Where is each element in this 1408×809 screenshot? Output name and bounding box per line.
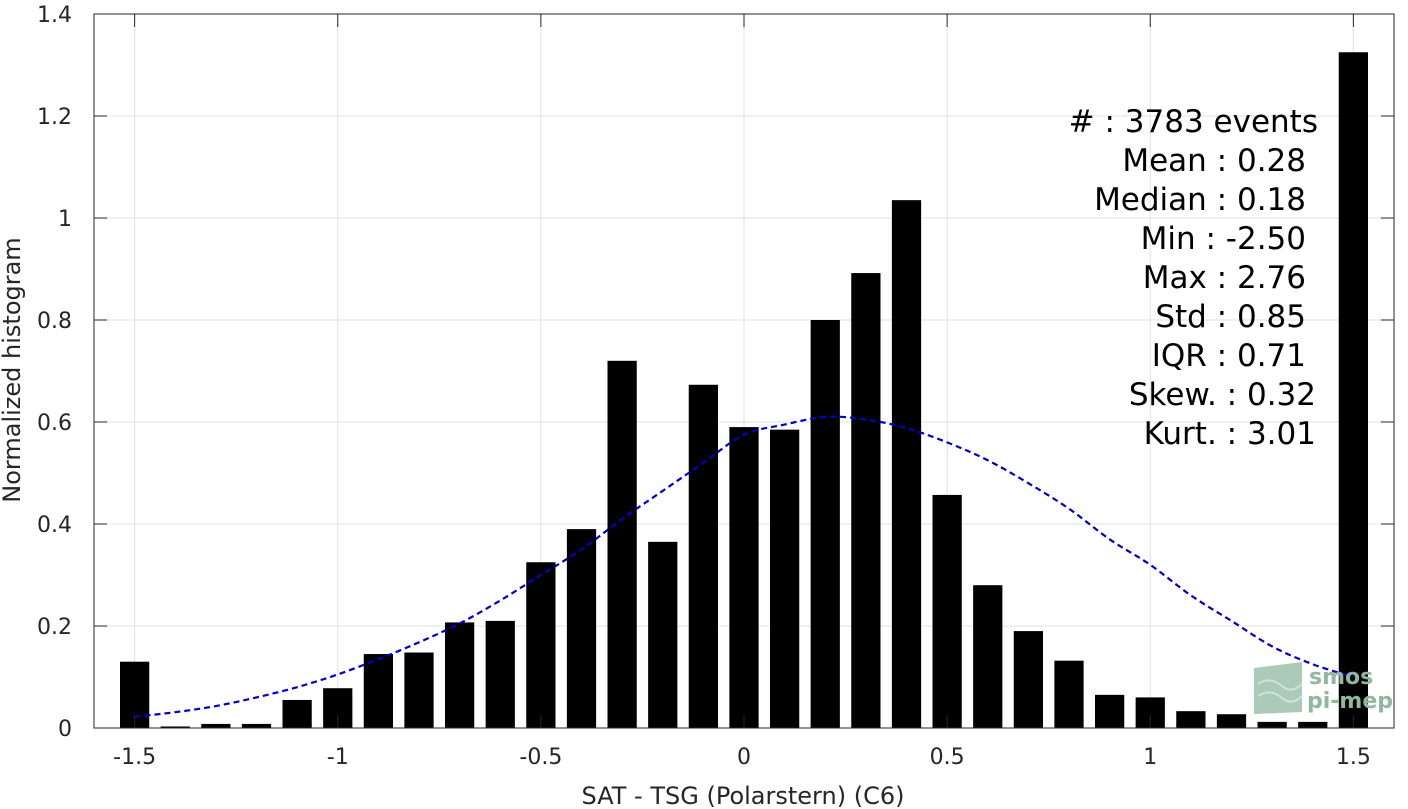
- bar-9: [485, 620, 515, 728]
- bar-14: [688, 384, 718, 728]
- bar-24: [1095, 694, 1125, 728]
- bar-13: [648, 541, 678, 728]
- x-tick-label-3: 0: [737, 745, 751, 770]
- bar-15: [729, 427, 759, 728]
- y-tick-label-4: 0.8: [37, 309, 72, 334]
- y-tick-labels: 0 0.2 0.4 0.6 0.8 1 1.2 1.4: [37, 3, 72, 742]
- stat-annotation-0: # : 3783 events: [1069, 104, 1318, 140]
- x-tick-label-5: 1: [1143, 745, 1157, 770]
- logo-text-line2: pi-mep: [1307, 689, 1393, 714]
- y-tick-label-1: 0.2: [37, 615, 72, 640]
- y-tick-label-0: 0: [58, 717, 72, 742]
- bar-17: [810, 320, 840, 728]
- histogram-bars: [120, 52, 1368, 728]
- logo-text-line1: smos: [1309, 665, 1373, 690]
- bar-22: [1013, 631, 1043, 728]
- stat-annotation-8: Kurt. : 3.01: [1144, 416, 1316, 452]
- x-axis-label: SAT - TSG (Polarstern) (C6): [582, 782, 905, 809]
- bar-21: [973, 585, 1003, 728]
- normal-fit-curve: [134, 415, 1354, 718]
- x-tick-label-6: 1.5: [1336, 745, 1371, 770]
- bar-2: [201, 723, 231, 728]
- y-axis-label: Normalized histogram: [0, 237, 26, 502]
- bar-8: [445, 622, 475, 728]
- stat-annotation-6: IQR : 0.71: [1152, 338, 1306, 374]
- bar-10: [526, 562, 556, 728]
- bar-12: [607, 360, 637, 728]
- bar-19: [891, 200, 922, 728]
- bar-7: [404, 652, 434, 728]
- bar-26: [1176, 711, 1206, 728]
- bar-3: [241, 723, 272, 728]
- x-tick-label-2: -0.5: [519, 745, 562, 770]
- smos-pimep-logo: smos pi-mep: [1254, 662, 1393, 714]
- x-tick-label-1: -1: [327, 745, 349, 770]
- y-tick-label-7: 1.4: [37, 3, 72, 28]
- bar-23: [1054, 660, 1084, 728]
- plot-axes-box: [93, 13, 1395, 729]
- grid-lines: [94, 13, 1394, 729]
- bar-11: [566, 529, 597, 728]
- bar-1: [160, 726, 190, 728]
- bar-6: [363, 654, 393, 728]
- logo-wave-lines-icon: [1257, 679, 1303, 703]
- bar-18: [851, 273, 881, 728]
- stat-annotation-4: Max : 2.76: [1143, 260, 1306, 296]
- y-tick-label-2: 0.4: [37, 513, 72, 538]
- stat-annotation-2: Median : 0.18: [1094, 182, 1306, 218]
- y-tick-label-3: 0.6: [37, 411, 72, 436]
- bar-4: [282, 699, 312, 728]
- bar-30: [1338, 52, 1368, 728]
- y-tick-label-6: 1.2: [37, 105, 72, 130]
- bar-28: [1257, 721, 1287, 728]
- x-tick-label-0: -1.5: [113, 745, 156, 770]
- bar-29: [1298, 721, 1328, 728]
- bar-20: [932, 494, 962, 728]
- bar-16: [770, 429, 800, 728]
- stat-annotation-7: Skew. : 0.32: [1129, 377, 1316, 413]
- stat-annotation-1: Mean : 0.28: [1122, 143, 1306, 179]
- x-tick-labels: -1.5 -1 -0.5 0 0.5 1 1.5: [113, 745, 1371, 770]
- y-tick-label-5: 1: [58, 207, 72, 232]
- bar-27: [1216, 714, 1247, 728]
- stat-annotation-3: Min : -2.50: [1141, 221, 1306, 257]
- stat-annotation-5: Std : 0.85: [1155, 299, 1306, 335]
- x-tick-label-4: 0.5: [930, 745, 965, 770]
